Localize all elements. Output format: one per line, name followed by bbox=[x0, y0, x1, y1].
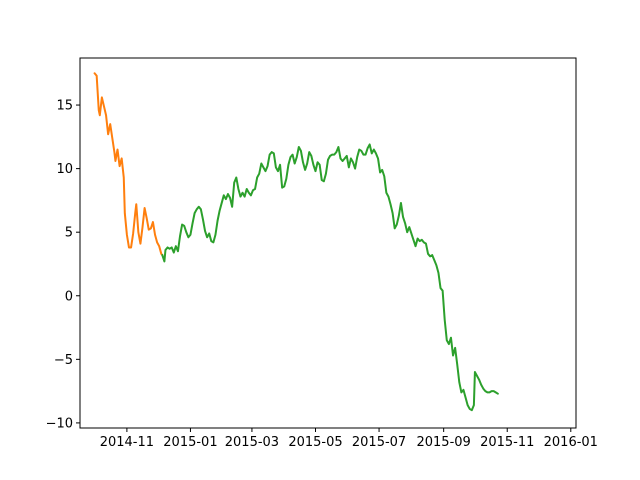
x-tick-label: 2015-07 bbox=[352, 435, 406, 450]
y-tick-label: −10 bbox=[46, 416, 73, 431]
x-tick-label: 2016-01 bbox=[544, 435, 598, 450]
y-tick-label: 5 bbox=[65, 226, 73, 241]
y-tick-label: 10 bbox=[56, 162, 73, 177]
series-line-2 bbox=[161, 143, 499, 412]
x-tick-label: 2015-11 bbox=[480, 435, 534, 450]
x-tick-label: 2015-03 bbox=[225, 435, 279, 450]
x-tick-label: 2015-05 bbox=[288, 435, 342, 450]
x-tick-label: 2015-09 bbox=[416, 435, 470, 450]
y-tick-label: −5 bbox=[54, 353, 73, 368]
x-tick-label: 2015-01 bbox=[163, 435, 217, 450]
plot-frame bbox=[79, 57, 577, 429]
y-tick-label: 15 bbox=[56, 99, 73, 114]
x-tick-label: 2014-11 bbox=[100, 435, 154, 450]
axis-ticks: 2014-11 2015-01 2015-03 2015-05 2015-07 2015-… bbox=[46, 99, 598, 450]
y-tick-label: 0 bbox=[65, 289, 73, 304]
series-line-1 bbox=[93, 72, 164, 257]
series-layer bbox=[93, 72, 499, 412]
